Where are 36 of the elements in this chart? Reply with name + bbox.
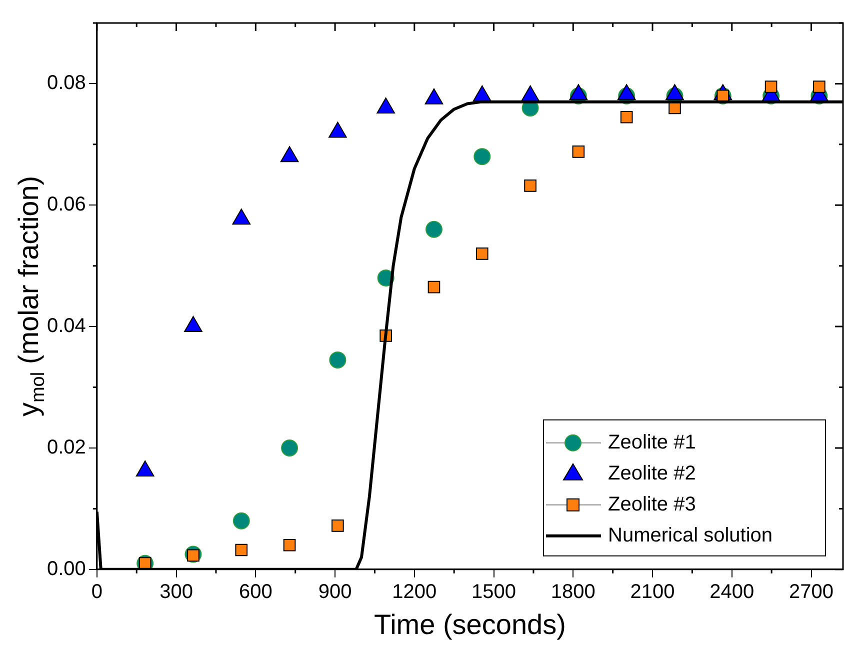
- y-axis-title: ymol (molar fraction): [13, 176, 49, 417]
- x-tick-label: 1800: [550, 580, 596, 603]
- y-tick-label: 0.02: [46, 436, 86, 458]
- x-tick-label: 2700: [789, 580, 834, 603]
- legend-label: Numerical solution: [608, 524, 773, 546]
- x-tick-label: 600: [238, 580, 272, 603]
- y-tick-label: 0.06: [46, 194, 86, 216]
- point: [524, 180, 536, 192]
- point: [281, 439, 298, 456]
- point: [620, 110, 633, 124]
- y-tick-label: 0.08: [46, 72, 86, 94]
- legend-label: Zeolite #2: [608, 462, 696, 484]
- legend-label: Zeolite #3: [608, 493, 696, 516]
- x-axis-title: Time (seconds): [374, 608, 566, 640]
- x-tick-label: 300: [160, 580, 193, 603]
- point: [572, 146, 585, 158]
- x-tick-label: 900: [318, 580, 352, 603]
- point: [813, 80, 826, 93]
- x-tick-label: 2400: [710, 580, 754, 603]
- x-tick-label: 1500: [472, 580, 516, 603]
- y-tick-label: 0.00: [46, 558, 86, 580]
- x-tick-label: 1200: [392, 580, 437, 603]
- point: [476, 248, 488, 260]
- y-tick-label: 0.04: [46, 315, 86, 338]
- point: [764, 80, 778, 93]
- point: [232, 512, 250, 530]
- point: [428, 280, 440, 294]
- point: [329, 351, 346, 368]
- legend-label: Zeolite #1: [608, 431, 696, 454]
- point: [425, 220, 442, 238]
- point: [283, 538, 296, 552]
- x-tick-label: 0: [91, 580, 102, 603]
- point: [235, 544, 248, 556]
- point: [474, 148, 491, 166]
- x-tick-label: 2100: [630, 580, 675, 603]
- point: [332, 520, 344, 532]
